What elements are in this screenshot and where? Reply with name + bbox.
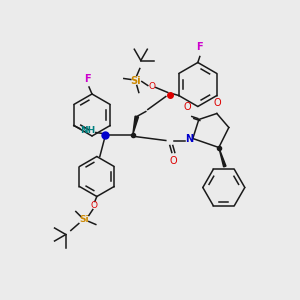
Text: Si: Si: [79, 215, 88, 224]
Text: O: O: [90, 201, 97, 210]
Text: F: F: [84, 74, 90, 84]
Text: O: O: [169, 157, 177, 166]
Text: O: O: [213, 98, 220, 109]
Polygon shape: [219, 148, 226, 167]
Text: NH: NH: [80, 126, 95, 135]
Text: N: N: [185, 134, 193, 145]
Text: Si: Si: [130, 76, 141, 85]
Text: O: O: [183, 103, 190, 112]
Text: O: O: [148, 82, 155, 91]
Text: F: F: [196, 43, 203, 52]
Polygon shape: [133, 116, 139, 134]
